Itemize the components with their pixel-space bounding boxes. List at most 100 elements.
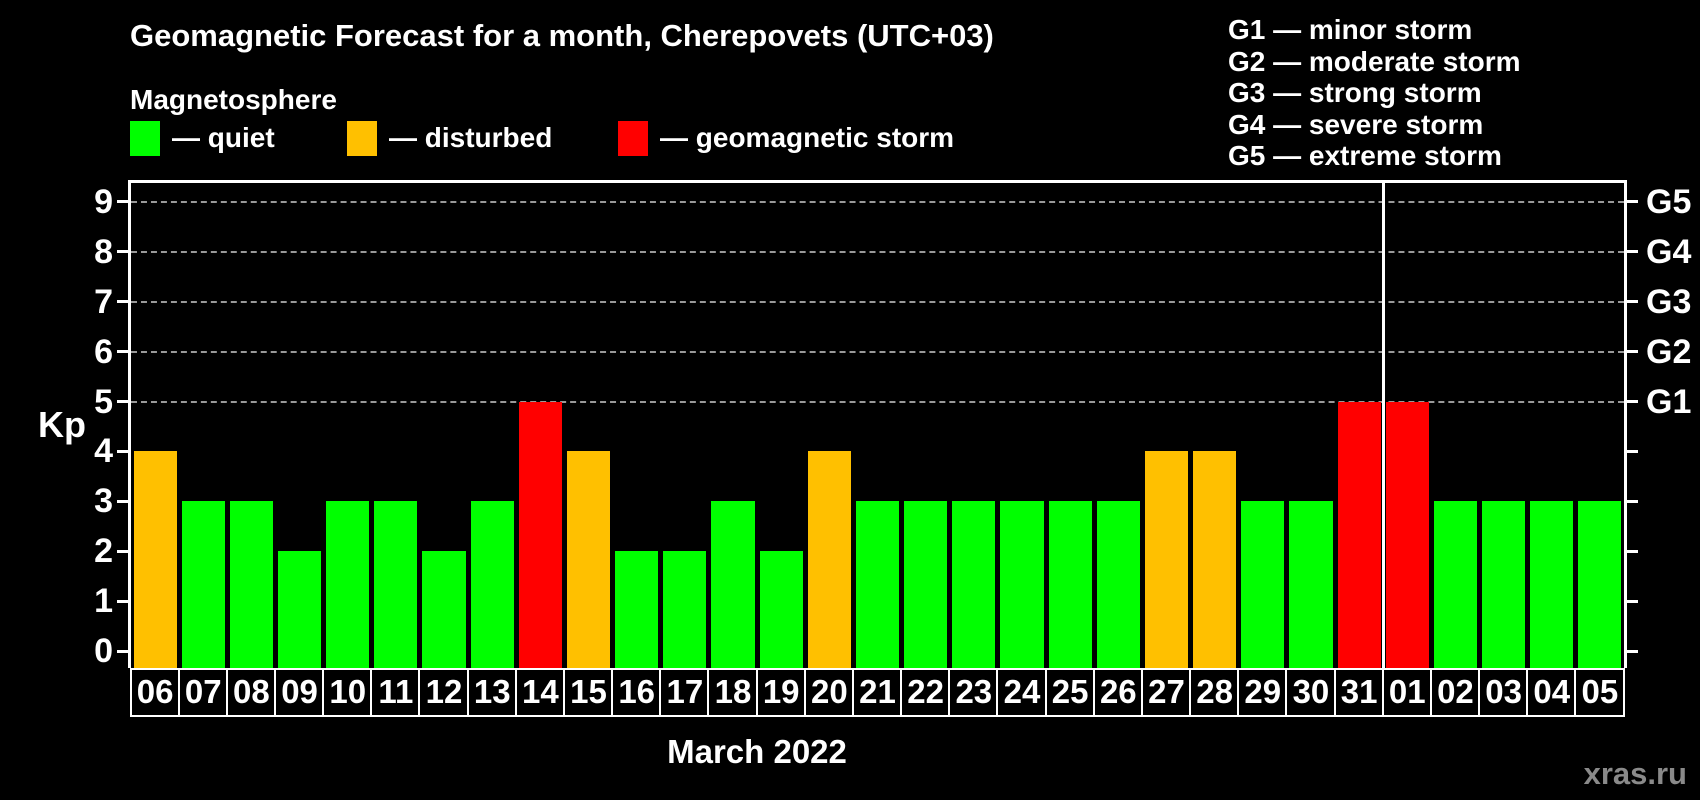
right-axis-label-G1: G1 <box>1646 382 1692 421</box>
day-label-07: 07 <box>177 668 229 717</box>
day-label-30: 30 <box>1285 668 1337 717</box>
bar-day-27 <box>1144 451 1189 668</box>
day-label-10: 10 <box>322 668 374 717</box>
bar-day-09 <box>277 551 322 668</box>
bar-day-31 <box>1337 401 1381 668</box>
bar-day-29 <box>1241 501 1285 668</box>
y-tick-label-5: 5 <box>94 382 113 421</box>
day-label-15: 15 <box>562 668 615 717</box>
day-label-25: 25 <box>1044 668 1096 717</box>
chart-subtitle: Magnetosphere <box>130 84 337 115</box>
bar-day-18 <box>711 501 755 668</box>
bar-day-22 <box>904 501 948 668</box>
day-label-04: 04 <box>1526 668 1578 717</box>
bar-day-07 <box>181 501 225 668</box>
right-tick-1 <box>1624 599 1638 603</box>
y-tick-label-6: 6 <box>94 332 113 371</box>
bar-day-02 <box>1433 501 1477 668</box>
day-label-11: 11 <box>370 668 422 717</box>
day-label-21: 21 <box>851 668 904 717</box>
right-tick-4 <box>1624 449 1638 453</box>
y-tick-label-1: 1 <box>94 582 113 621</box>
right-tick-7 <box>1624 300 1638 304</box>
bar-day-23 <box>952 501 996 668</box>
gridline-kp-6 <box>131 350 1624 353</box>
day-label-09: 09 <box>273 668 326 717</box>
day-label-20: 20 <box>803 668 855 717</box>
right-tick-8 <box>1624 250 1638 254</box>
bar-day-13 <box>470 501 514 668</box>
right-tick-0 <box>1624 649 1638 653</box>
storm-scale-line-2: G2 — moderate storm <box>1228 45 1521 77</box>
bar-day-08 <box>229 501 273 668</box>
bar-day-25 <box>1048 501 1092 668</box>
bar-day-26 <box>1096 501 1140 668</box>
bar-day-03 <box>1482 501 1526 668</box>
day-label-17: 17 <box>659 668 711 717</box>
legend-item-label: — geomagnetic storm <box>660 122 955 153</box>
y-tick-label-9: 9 <box>94 182 113 221</box>
bar-day-21 <box>855 501 900 668</box>
y-tick-0 <box>117 649 131 653</box>
gridline-kp-5 <box>131 400 1624 403</box>
day-label-12: 12 <box>418 668 470 717</box>
y-tick-6 <box>117 350 131 354</box>
bar-day-01 <box>1385 401 1429 668</box>
bar-day-16 <box>615 551 659 668</box>
day-label-01: 01 <box>1381 668 1433 717</box>
day-label-26: 26 <box>1092 668 1144 717</box>
storm-scale-legend: G1 — minor storm G2 — moderate storm G3 — … <box>1228 14 1521 172</box>
right-axis-label-G4: G4 <box>1646 232 1692 271</box>
legend-item-label: — quiet <box>172 122 275 153</box>
day-label-29: 29 <box>1237 668 1289 717</box>
day-label-31: 31 <box>1333 668 1385 717</box>
y-tick-label-2: 2 <box>94 532 113 571</box>
bar-day-19 <box>759 551 803 668</box>
gridline-kp-7 <box>131 300 1624 303</box>
day-label-28: 28 <box>1189 668 1241 717</box>
y-tick-label-7: 7 <box>94 282 113 321</box>
day-label-14: 14 <box>514 668 566 717</box>
bar-day-17 <box>663 551 707 668</box>
bar-day-24 <box>1000 501 1044 668</box>
y-tick-1 <box>117 599 131 603</box>
right-tick-3 <box>1624 499 1638 503</box>
day-label-03: 03 <box>1478 668 1530 717</box>
bar-day-04 <box>1530 501 1574 668</box>
day-label-27: 27 <box>1140 668 1193 717</box>
right-axis-label-G2: G2 <box>1646 332 1692 371</box>
day-label-16: 16 <box>611 668 663 717</box>
month-boundary-line <box>1381 183 1385 668</box>
bar-day-12 <box>422 551 466 668</box>
day-label-19: 19 <box>755 668 807 717</box>
month-label: March 2022 <box>667 733 847 770</box>
day-label-06: 06 <box>129 668 181 717</box>
gridline-kp-9 <box>131 200 1624 203</box>
y-tick-8 <box>117 250 131 254</box>
legend-item-label: — disturbed <box>389 122 553 153</box>
y-tick-3 <box>117 499 131 503</box>
y-tick-4 <box>117 449 131 453</box>
watermark: xras.ru <box>1583 756 1687 791</box>
right-tick-5 <box>1624 400 1638 403</box>
bar-day-06 <box>133 451 177 668</box>
bar-day-20 <box>807 451 851 668</box>
bar-day-11 <box>374 501 418 668</box>
y-tick-7 <box>117 300 131 304</box>
day-label-18: 18 <box>707 668 759 717</box>
day-label-13: 13 <box>466 668 518 717</box>
day-label-05: 05 <box>1574 668 1626 717</box>
day-label-02: 02 <box>1429 668 1481 717</box>
right-tick-9 <box>1624 200 1638 204</box>
bar-day-10 <box>326 501 370 668</box>
right-tick-2 <box>1624 549 1638 553</box>
bar-day-05 <box>1578 501 1622 668</box>
legend-item-geomagnetic-storm: — geomagnetic storm <box>618 120 954 156</box>
chart-title: Geomagnetic Forecast for a month, Cherep… <box>130 18 994 53</box>
geomagnetic-storm-swatch-icon <box>618 120 648 156</box>
day-label-24: 24 <box>996 668 1048 717</box>
day-label-23: 23 <box>948 668 1000 717</box>
y-tick-2 <box>117 549 131 553</box>
day-label-22: 22 <box>900 668 952 717</box>
